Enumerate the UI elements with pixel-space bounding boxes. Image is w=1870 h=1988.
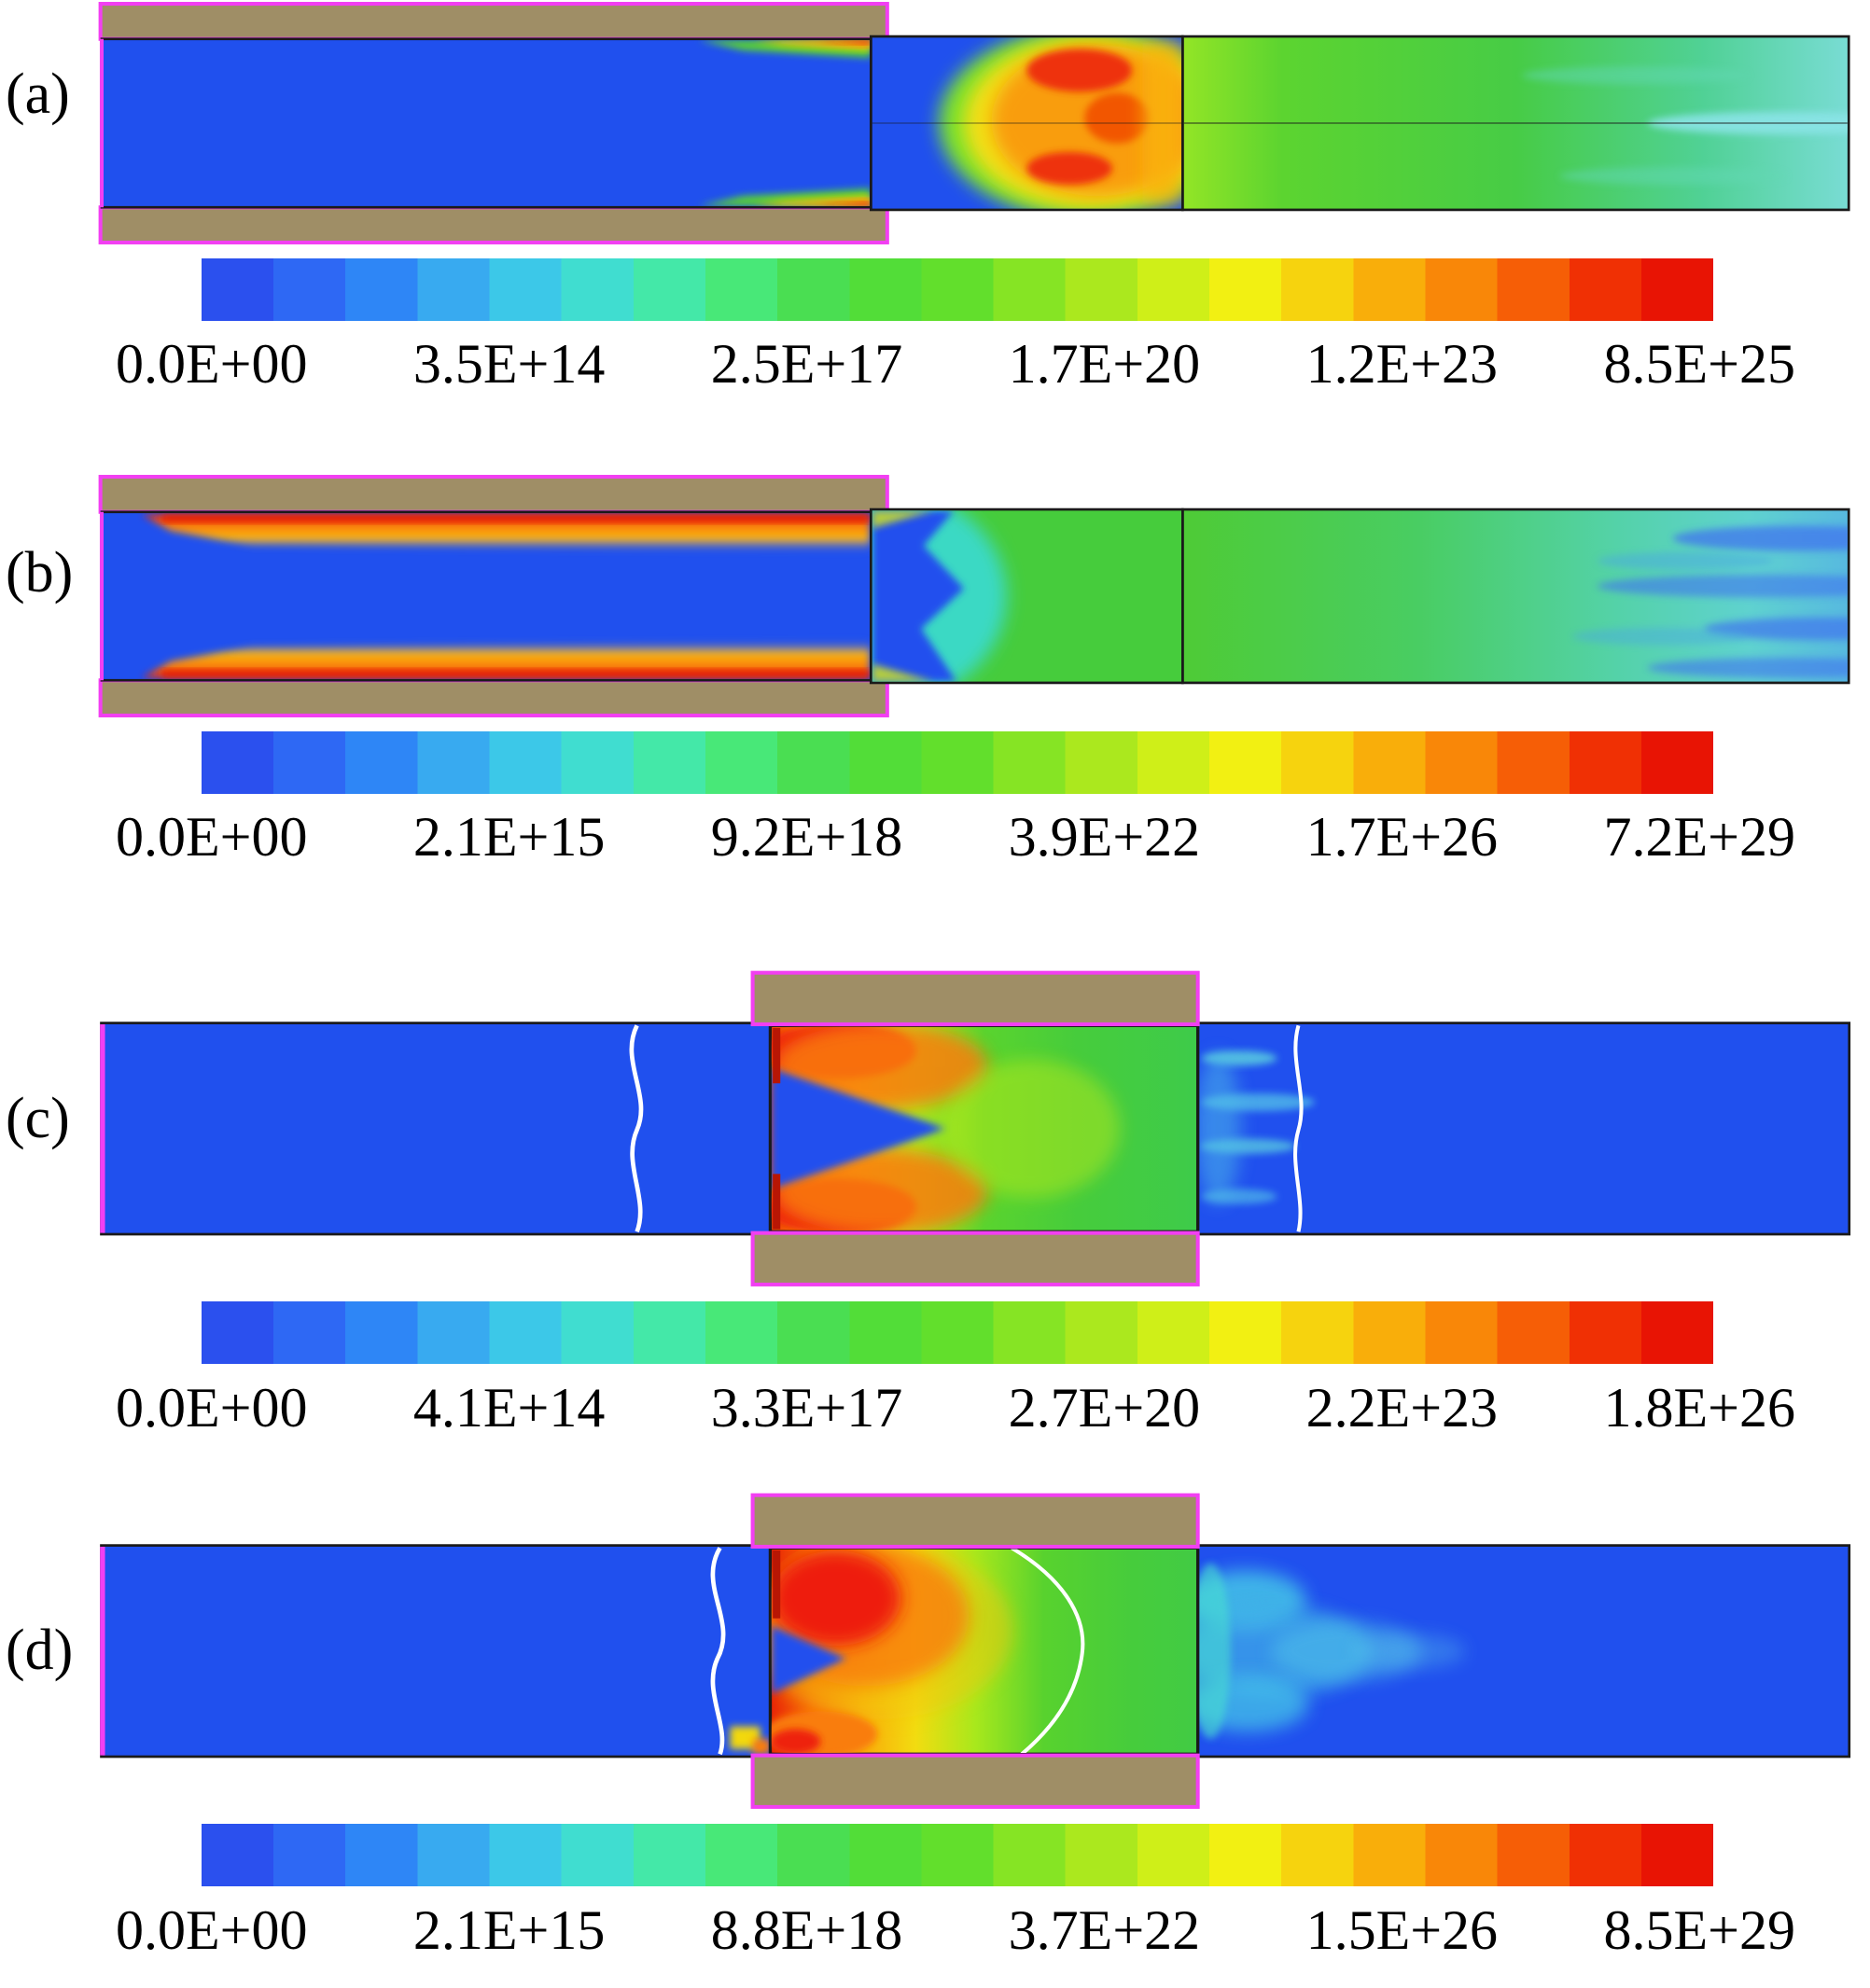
panel-a-label: (a): [6, 63, 70, 126]
contour-plot-c: [0, 970, 1870, 1292]
inlet-channel-a: [99, 37, 872, 209]
contour-field-c: [100, 970, 1851, 1286]
tick-label: 1.8E+26: [1603, 1377, 1795, 1439]
contour-field-a: [98, 2, 1850, 244]
exhaust-duct-a: [1181, 35, 1850, 212]
contour-field-d: [100, 1493, 1851, 1809]
cavity-walls-c: [750, 970, 1200, 1286]
panel-b: (b): [0, 473, 1870, 944]
tick-label: 2.5E+17: [710, 333, 903, 395]
tick-label: 8.5E+29: [1603, 1899, 1795, 1961]
tick-label: 3.3E+17: [710, 1377, 903, 1439]
tick-label: 2.2E+23: [1305, 1377, 1499, 1439]
colorbar-ticks-c: 0.0E+00 4.1E+14 3.3E+17 2.7E+20 2.2E+23 …: [116, 1377, 1795, 1439]
tick-label: 1.7E+20: [1008, 333, 1201, 395]
combustor-cavity-c: [768, 1023, 1200, 1233]
shock-line-right-c: [1293, 1024, 1304, 1232]
panel-c-label: (c): [6, 1087, 70, 1150]
colorbar: [202, 258, 1713, 321]
tick-label: 2.7E+20: [1008, 1377, 1201, 1439]
mid-duct-a: [869, 35, 1184, 212]
tick-label: 3.5E+14: [412, 333, 606, 395]
panel-d-label: (d): [6, 1619, 74, 1682]
tick-label: 0.0E+00: [116, 333, 308, 395]
tick-label: 3.7E+22: [1008, 1899, 1201, 1961]
tick-label: 8.5E+25: [1603, 333, 1795, 395]
combustor-cavity-d: [768, 1546, 1200, 1756]
downstream-traces-c: [1194, 1050, 1315, 1204]
tick-label: 1.2E+23: [1305, 333, 1499, 395]
inlet-channel-b: [99, 510, 872, 682]
tick-label: 2.1E+15: [412, 1899, 606, 1961]
contour-plot-b: [0, 473, 1870, 719]
tick-label: 4.1E+14: [412, 1377, 606, 1439]
colorbar: [202, 731, 1713, 794]
contour-plot-d: [0, 1493, 1870, 1814]
tick-label: 9.2E+18: [710, 806, 903, 868]
colorbar: [202, 1824, 1713, 1886]
exhaust-duct-b: [1181, 507, 1850, 685]
tick-label: 8.8E+18: [710, 1899, 903, 1961]
downstream-plume-d: [730, 1563, 1466, 1755]
combustor-walls-b: [98, 475, 889, 717]
panel-b-label: (b): [6, 541, 74, 605]
colorbar-ticks-b: 0.0E+00 2.1E+15 9.2E+18 3.9E+22 1.7E+26 …: [116, 806, 1795, 868]
cavity-walls-d: [750, 1493, 1200, 1809]
contour-line-mid-d: [1011, 1549, 1085, 1753]
tick-label: 2.1E+15: [412, 806, 606, 868]
tick-label: 1.7E+26: [1305, 806, 1499, 868]
contour-field-b: [98, 475, 1850, 717]
tick-label: 0.0E+00: [116, 1899, 308, 1961]
panel-d: (d): [0, 1493, 1870, 1988]
tick-label: 7.2E+29: [1603, 806, 1795, 868]
panel-c: (c): [0, 970, 1870, 1491]
mid-duct-b: [869, 507, 1184, 685]
tick-label: 1.5E+26: [1305, 1899, 1499, 1961]
tick-label: 3.9E+22: [1008, 806, 1201, 868]
colorbar: [202, 1301, 1713, 1364]
tick-label: 0.0E+00: [116, 1377, 308, 1439]
panel-a: (a): [0, 0, 1870, 471]
shock-line-left-d: [710, 1547, 726, 1756]
tick-label: 0.0E+00: [116, 806, 308, 868]
colorbar-ticks-a: 0.0E+00 3.5E+14 2.5E+17 1.7E+20 1.2E+23 …: [116, 333, 1795, 395]
shock-line-left-c: [629, 1024, 644, 1233]
colorbar-ticks-d: 0.0E+00 2.1E+15 8.8E+18 3.7E+22 1.5E+26 …: [116, 1899, 1795, 1961]
contour-plot-a: [0, 0, 1870, 246]
